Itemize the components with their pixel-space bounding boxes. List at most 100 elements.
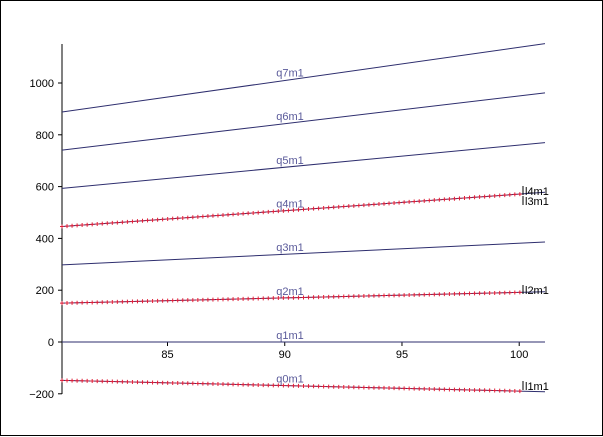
data-point-q2m1: [256, 296, 261, 301]
data-point-q2m1: [200, 297, 205, 302]
data-point-q0m1: [417, 386, 422, 391]
data-point-q0m1: [210, 381, 215, 386]
data-point-q0m1: [346, 385, 351, 390]
y-tick-label: 400: [36, 233, 54, 245]
data-point-q0m1: [492, 388, 497, 393]
data-point-q4m1: [231, 212, 236, 217]
data-point-q0m1: [95, 379, 100, 384]
data-point-q0m1: [336, 384, 341, 389]
data-point-q0m1: [155, 380, 160, 385]
data-point-q4m1: [246, 211, 251, 216]
data-point-q0m1: [140, 380, 145, 385]
data-point-q4m1: [336, 204, 341, 209]
data-point-q4m1: [70, 223, 75, 228]
data-point-q0m1: [266, 383, 271, 388]
data-point-q4m1: [281, 208, 286, 213]
data-point-q0m1: [356, 385, 361, 390]
series-label-q5m1: q5m1: [276, 155, 304, 167]
data-point-q2m1: [356, 294, 361, 299]
data-point-q0m1: [271, 383, 276, 388]
data-point-q0m1: [160, 380, 165, 385]
data-point-q0m1: [371, 385, 376, 390]
data-point-q2m1: [75, 300, 80, 305]
end-label-l4m1: l4m1: [525, 186, 549, 198]
data-point-q2m1: [135, 299, 140, 304]
data-point-q2m1: [291, 295, 296, 300]
data-point-q2m1: [266, 296, 271, 301]
data-point-q4m1: [356, 203, 361, 208]
data-point-q2m1: [60, 301, 64, 306]
data-point-q0m1: [75, 378, 80, 383]
data-point-q2m1: [90, 300, 95, 305]
data-point-q4m1: [502, 193, 507, 198]
data-point-q0m1: [437, 387, 442, 392]
data-point-q2m1: [95, 300, 100, 305]
data-point-q0m1: [452, 387, 457, 392]
data-point-q4m1: [472, 195, 477, 200]
data-point-q0m1: [251, 382, 256, 387]
data-point-q0m1: [326, 384, 331, 389]
data-point-q4m1: [276, 209, 281, 214]
series-line-q3m1: [61, 241, 546, 266]
data-point-q0m1: [150, 380, 155, 385]
data-point-q4m1: [361, 203, 366, 208]
data-point-q2m1: [170, 298, 175, 303]
data-point-q4m1: [251, 210, 256, 215]
data-point-q4m1: [215, 213, 220, 218]
data-point-q2m1: [261, 296, 266, 301]
data-point-q4m1: [326, 205, 331, 210]
data-point-q4m1: [75, 223, 80, 228]
data-point-q2m1: [502, 290, 507, 295]
data-point-q2m1: [462, 291, 467, 296]
data-point-q0m1: [180, 381, 185, 386]
data-point-q4m1: [316, 206, 321, 211]
data-point-q0m1: [301, 384, 306, 389]
data-point-q0m1: [382, 385, 386, 390]
data-point-q4m1: [477, 194, 482, 199]
data-point-q2m1: [382, 293, 386, 298]
data-point-q4m1: [442, 197, 447, 202]
data-point-q4m1: [195, 214, 200, 219]
data-point-q2m1: [296, 295, 301, 300]
data-point-q2m1: [276, 296, 281, 301]
y-tick-label: 1000: [30, 78, 54, 90]
data-point-q4m1: [482, 194, 487, 199]
data-point-q4m1: [437, 197, 442, 202]
data-point-q2m1: [341, 294, 346, 299]
data-point-q2m1: [195, 297, 200, 302]
data-point-q2m1: [215, 297, 220, 302]
data-point-q2m1: [331, 294, 336, 299]
series-label-q2m1: q2m1: [276, 286, 304, 298]
data-point-q2m1: [517, 290, 522, 295]
data-point-q4m1: [392, 200, 397, 205]
data-point-q2m1: [140, 299, 145, 304]
data-point-q4m1: [412, 199, 417, 204]
data-point-q4m1: [427, 198, 432, 203]
data-point-q2m1: [417, 292, 422, 297]
data-point-q4m1: [306, 207, 311, 212]
data-point-q0m1: [90, 379, 95, 384]
data-point-q2m1: [286, 295, 291, 300]
data-point-q2m1: [336, 294, 341, 299]
data-point-q0m1: [221, 382, 225, 387]
data-point-q4m1: [80, 223, 85, 228]
data-point-q2m1: [321, 294, 326, 299]
data-point-q4m1: [507, 192, 512, 197]
data-point-q0m1: [125, 379, 130, 384]
data-point-q4m1: [241, 211, 246, 216]
data-point-q2m1: [346, 294, 351, 299]
y-tick-label: −200: [29, 389, 54, 401]
data-point-q4m1: [467, 195, 472, 200]
data-point-q4m1: [155, 217, 160, 222]
data-point-q2m1: [130, 299, 135, 304]
data-point-q0m1: [226, 382, 231, 387]
data-point-q0m1: [261, 383, 266, 388]
data-point-q4m1: [85, 222, 90, 227]
data-point-q4m1: [457, 196, 462, 201]
data-point-q4m1: [512, 192, 517, 197]
data-point-q2m1: [361, 294, 366, 299]
data-point-q4m1: [120, 220, 125, 225]
data-point-q4m1: [492, 193, 497, 198]
